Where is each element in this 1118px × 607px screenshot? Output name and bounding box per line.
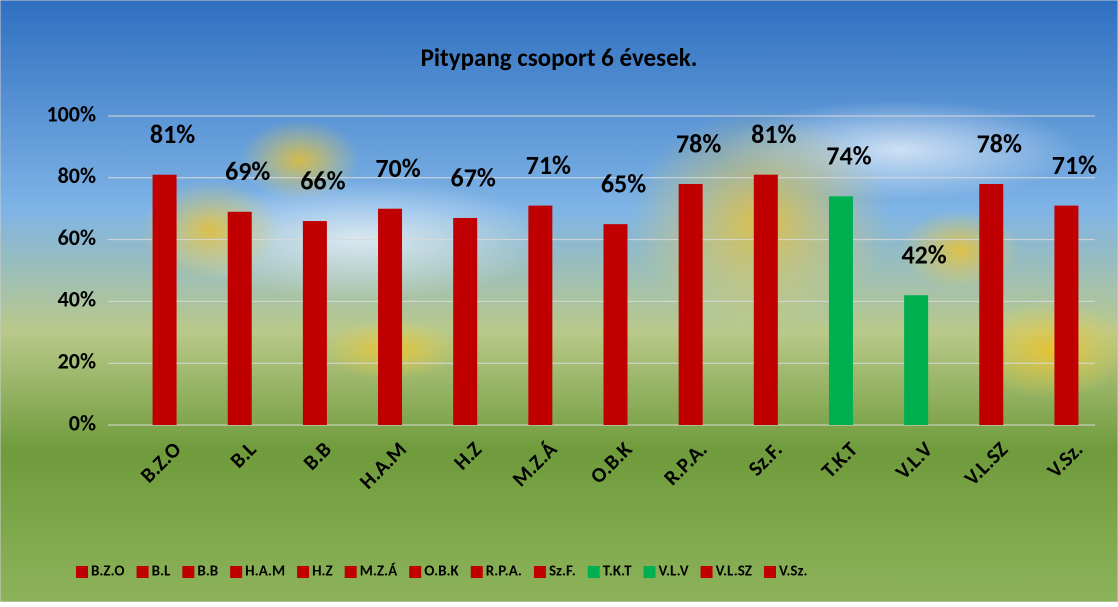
legend-swatch bbox=[344, 566, 357, 578]
y-tick-label: 0% bbox=[69, 409, 96, 436]
legend-label: R.P.A. bbox=[486, 563, 522, 581]
data-label: 81% bbox=[150, 118, 195, 150]
legend-label: B.L bbox=[152, 563, 171, 581]
chart-title: Pitypang csoport 6 évesek. bbox=[421, 42, 698, 73]
data-label: 78% bbox=[977, 127, 1022, 159]
legend-swatch bbox=[76, 566, 88, 578]
legend-swatch bbox=[533, 566, 546, 578]
bar bbox=[378, 208, 403, 425]
bar bbox=[828, 196, 853, 425]
bar bbox=[904, 295, 929, 425]
legend-label: H.Z bbox=[312, 563, 333, 581]
data-label: 67% bbox=[451, 161, 496, 193]
data-label: 81% bbox=[751, 118, 796, 150]
bar bbox=[453, 217, 478, 425]
legend-swatch bbox=[470, 566, 483, 578]
legend-swatch bbox=[643, 566, 656, 578]
legend-swatch bbox=[182, 566, 195, 578]
legend-label: H.A.M bbox=[245, 563, 285, 581]
legend-swatch bbox=[763, 566, 776, 578]
y-tick-label: 60% bbox=[58, 224, 96, 251]
legend-swatch bbox=[297, 566, 310, 578]
bar bbox=[678, 183, 703, 425]
data-label: 74% bbox=[826, 140, 871, 172]
legend-swatch bbox=[587, 566, 600, 578]
legend-swatch bbox=[409, 566, 422, 578]
data-label: 71% bbox=[526, 149, 571, 181]
y-tick-label: 80% bbox=[58, 162, 96, 189]
legend-swatch bbox=[700, 566, 713, 578]
bar bbox=[302, 221, 327, 425]
legend-label: B.B bbox=[197, 563, 218, 581]
legend-label: B.Z.O bbox=[91, 563, 125, 581]
y-tick-label: 20% bbox=[58, 348, 96, 375]
bar bbox=[152, 174, 177, 425]
data-label: 71% bbox=[1052, 149, 1097, 181]
bar bbox=[603, 224, 628, 425]
bar bbox=[979, 183, 1004, 425]
data-label: 70% bbox=[375, 152, 420, 184]
legend-label: V.Sz. bbox=[779, 563, 808, 581]
data-label: 42% bbox=[901, 239, 946, 271]
data-label: 78% bbox=[676, 127, 721, 159]
bar bbox=[753, 174, 778, 425]
legend-label: V.L.SZ bbox=[716, 563, 752, 581]
bar bbox=[227, 211, 252, 425]
legend-swatch bbox=[136, 566, 149, 578]
y-tick-label: 40% bbox=[58, 286, 96, 313]
legend-label: Sz.F. bbox=[549, 563, 576, 581]
bar bbox=[1054, 205, 1079, 425]
legend-swatch bbox=[230, 566, 243, 578]
legend-label: T.K.T bbox=[603, 563, 632, 581]
y-tick-label: 100% bbox=[47, 100, 97, 127]
data-label: 69% bbox=[225, 155, 270, 187]
data-label: 65% bbox=[601, 167, 646, 199]
data-label: 66% bbox=[300, 164, 345, 196]
legend-label: M.Z.Á bbox=[360, 562, 398, 581]
legend-label: V.L.V bbox=[659, 563, 689, 581]
legend-label: O.B.K bbox=[424, 563, 459, 581]
bar bbox=[528, 205, 553, 425]
